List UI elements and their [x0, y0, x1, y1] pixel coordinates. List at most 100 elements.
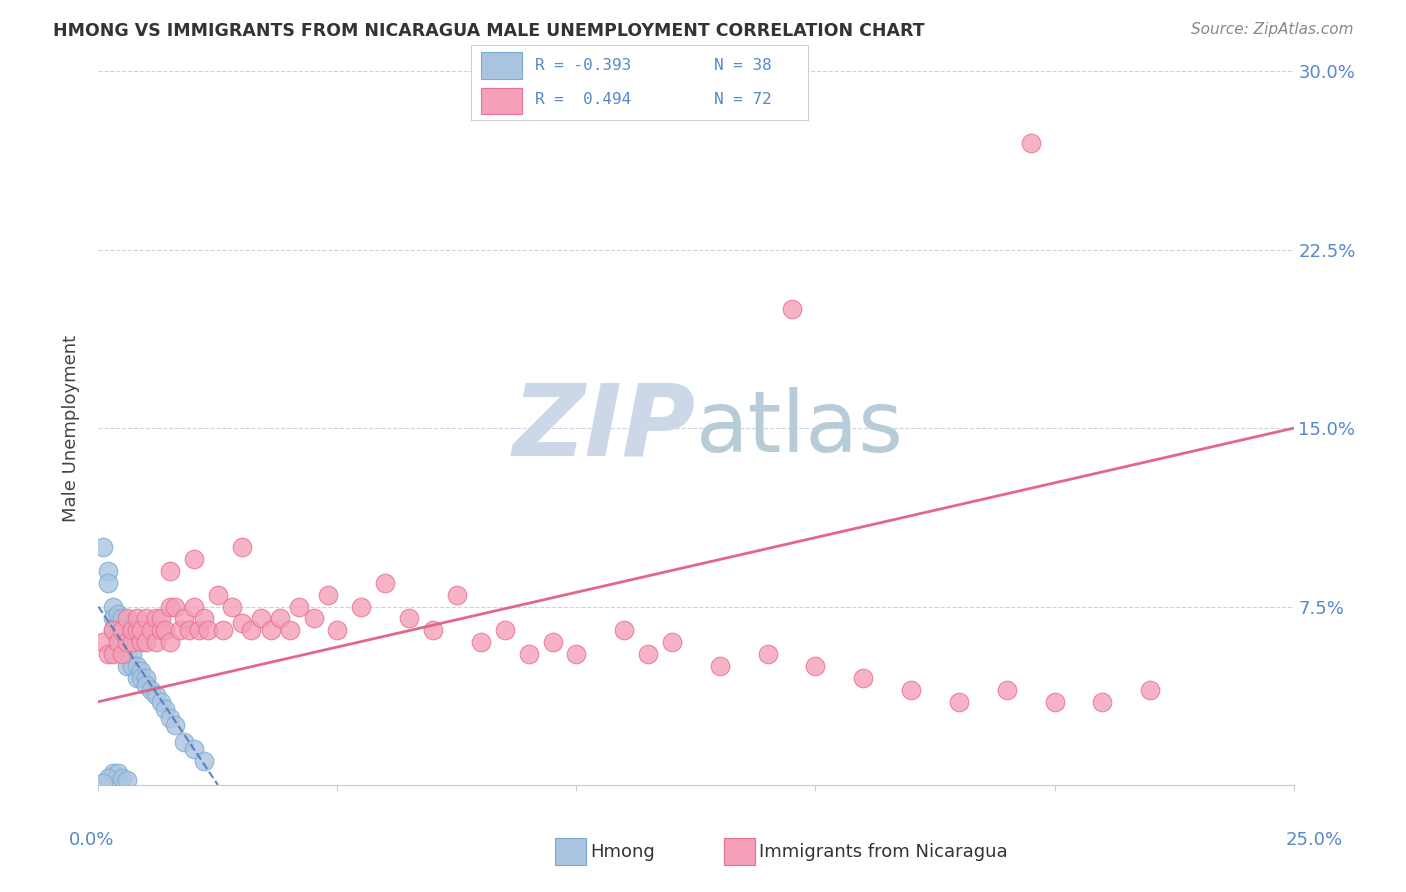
Point	[197, 624, 219, 638]
Point	[115, 635, 138, 649]
Point	[121, 647, 143, 661]
Point	[207, 588, 229, 602]
Point	[131, 624, 153, 638]
Point	[446, 588, 468, 602]
Point	[187, 624, 209, 638]
Text: R = -0.393: R = -0.393	[536, 58, 631, 72]
Point	[97, 564, 120, 578]
Point	[115, 659, 138, 673]
Point	[173, 735, 195, 749]
Point	[193, 611, 215, 625]
Point	[115, 611, 138, 625]
Point	[131, 635, 153, 649]
Point	[995, 682, 1018, 697]
Point	[135, 611, 157, 625]
Point	[661, 635, 683, 649]
Point	[852, 671, 875, 685]
Point	[131, 664, 153, 678]
Text: Hmong: Hmong	[591, 843, 655, 861]
Point	[183, 599, 205, 614]
Point	[97, 575, 120, 590]
Point	[183, 742, 205, 756]
Point	[145, 688, 167, 702]
Text: atlas: atlas	[696, 386, 904, 470]
FancyBboxPatch shape	[481, 87, 522, 114]
FancyBboxPatch shape	[481, 52, 522, 78]
Point	[91, 540, 114, 554]
Point	[163, 718, 186, 732]
Point	[804, 659, 827, 673]
Point	[125, 624, 148, 638]
Point	[221, 599, 243, 614]
Point	[240, 624, 263, 638]
Point	[101, 766, 124, 780]
Point	[374, 575, 396, 590]
Point	[121, 624, 143, 638]
Point	[101, 624, 124, 638]
Point	[269, 611, 291, 625]
Point	[115, 773, 138, 788]
Text: 0.0%: 0.0%	[69, 831, 114, 849]
Point	[149, 611, 172, 625]
Point	[107, 616, 129, 631]
Point	[1139, 682, 1161, 697]
Point	[149, 695, 172, 709]
Point	[121, 659, 143, 673]
Point	[183, 552, 205, 566]
Point	[159, 599, 181, 614]
Point	[101, 611, 124, 625]
Point	[101, 624, 124, 638]
Point	[131, 671, 153, 685]
Point	[125, 659, 148, 673]
Point	[111, 624, 134, 638]
Point	[302, 611, 325, 625]
Point	[278, 624, 301, 638]
Point	[211, 624, 233, 638]
Text: R =  0.494: R = 0.494	[536, 93, 631, 107]
Point	[288, 599, 311, 614]
Point	[948, 695, 970, 709]
Point	[149, 624, 172, 638]
Point	[422, 624, 444, 638]
Point	[135, 678, 157, 692]
Point	[121, 635, 143, 649]
Point	[111, 635, 134, 649]
Point	[565, 647, 588, 661]
Y-axis label: Male Unemployment: Male Unemployment	[62, 334, 80, 522]
Point	[756, 647, 779, 661]
Point	[107, 624, 129, 638]
Point	[115, 635, 138, 649]
Point	[115, 647, 138, 661]
Point	[125, 611, 148, 625]
Point	[159, 564, 181, 578]
Point	[111, 624, 134, 638]
Point	[111, 771, 134, 785]
Point	[101, 599, 124, 614]
Text: Immigrants from Nicaragua: Immigrants from Nicaragua	[759, 843, 1008, 861]
Point	[613, 624, 636, 638]
Point	[155, 702, 177, 716]
Point	[326, 624, 349, 638]
Text: 25.0%: 25.0%	[1286, 831, 1343, 849]
Text: N = 72: N = 72	[714, 93, 772, 107]
Point	[1091, 695, 1114, 709]
Text: N = 38: N = 38	[714, 58, 772, 72]
Text: ZIP: ZIP	[513, 380, 696, 476]
Point	[159, 635, 181, 649]
Point	[101, 647, 124, 661]
Point	[169, 624, 191, 638]
Text: Source: ZipAtlas.com: Source: ZipAtlas.com	[1191, 22, 1354, 37]
Point	[139, 682, 162, 697]
Point	[159, 711, 181, 725]
Point	[97, 771, 120, 785]
Point	[517, 647, 540, 661]
Point	[107, 766, 129, 780]
Point	[111, 647, 134, 661]
Point	[107, 635, 129, 649]
Point	[139, 624, 162, 638]
Point	[91, 775, 114, 789]
Point	[179, 624, 201, 638]
Point	[135, 635, 157, 649]
Point	[193, 754, 215, 768]
Point	[494, 624, 516, 638]
